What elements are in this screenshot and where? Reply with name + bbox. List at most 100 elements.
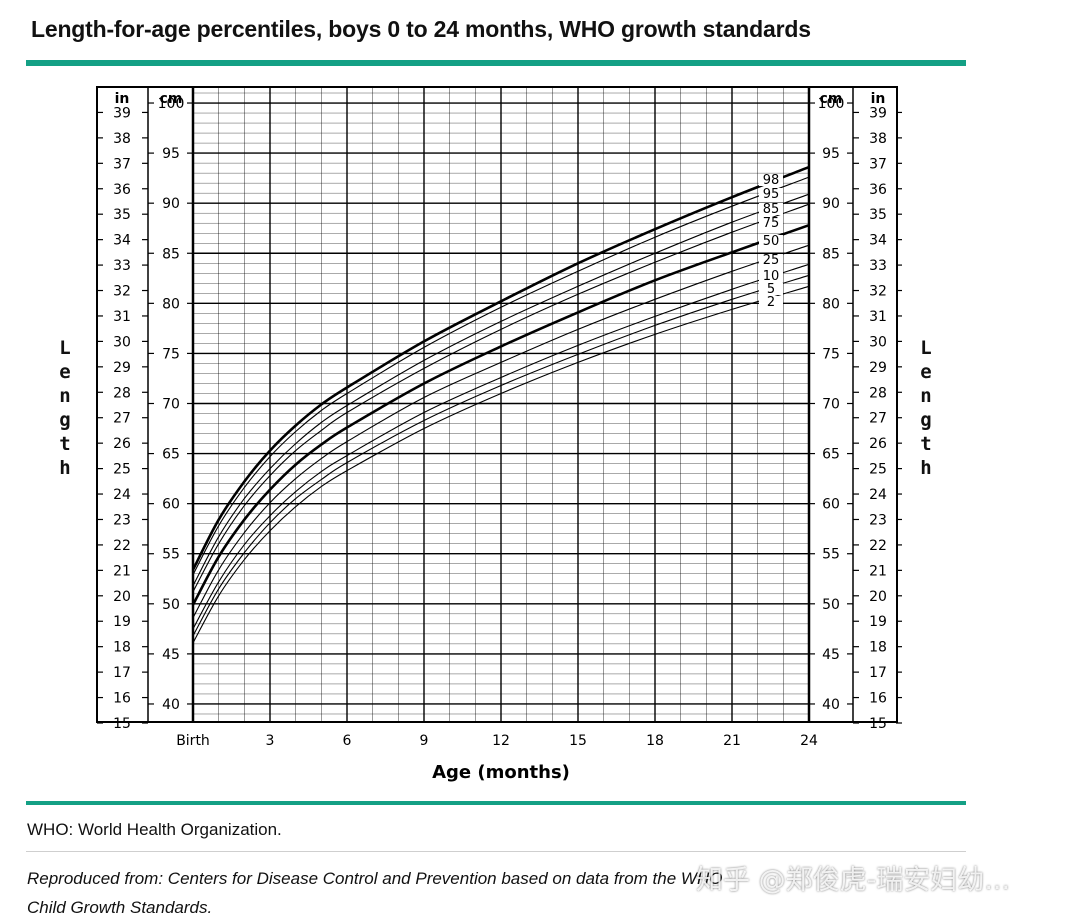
tick-label-in-left: 26 xyxy=(113,436,131,452)
percentile-curve-98 xyxy=(191,165,810,571)
tick-label-in-right: 21 xyxy=(869,563,887,579)
percentile-curve-5 xyxy=(192,274,810,637)
tick-label-cm-left: 75 xyxy=(162,346,180,362)
tick-label-in-right: 39 xyxy=(869,105,887,121)
tick-label-cm-right: 95 xyxy=(822,146,840,162)
y-axis-letter: t xyxy=(59,433,71,455)
tick-label-in-right: 24 xyxy=(869,487,887,503)
tick-label-in-left: 22 xyxy=(113,538,131,554)
x-tick-label: 15 xyxy=(569,733,587,749)
tick-label-in-left: 31 xyxy=(113,309,131,325)
y-axis-letter: t xyxy=(920,433,932,455)
tick-label-in-left: 17 xyxy=(113,665,131,681)
tick-label-in-right: 25 xyxy=(869,462,887,478)
tick-label-cm-left: 45 xyxy=(162,647,180,663)
tick-label-in-right: 15 xyxy=(869,716,887,732)
percentile-label-bg xyxy=(759,270,783,282)
watermark: 知乎 @郑俊虎-瑞安妇幼... xyxy=(696,865,1011,896)
abbreviation-note: WHO: World Health Organization. xyxy=(27,820,282,839)
tick-label-cm-right: 100 xyxy=(818,96,845,112)
x-tick-label: 18 xyxy=(646,733,664,749)
tick-label-in-left: 39 xyxy=(113,105,131,121)
tick-label-cm-left: 55 xyxy=(162,547,180,563)
x-tick-label: 12 xyxy=(492,733,510,749)
percentile-label-10: 10 xyxy=(763,269,780,284)
tick-label-in-right: 17 xyxy=(869,665,887,681)
percentile-label-bg xyxy=(759,254,783,266)
tick-label-in-left: 25 xyxy=(113,462,131,478)
accent-rule-bottom xyxy=(26,801,966,805)
tick-label-in-left: 32 xyxy=(113,284,131,300)
tick-label-in-right: 32 xyxy=(869,284,887,300)
tick-label-in-left: 21 xyxy=(113,563,131,579)
percentile-curve-50 xyxy=(191,223,810,606)
y-axis-letter: L xyxy=(59,337,71,359)
y-axis-letter: L xyxy=(920,337,932,359)
tick-label-cm-right: 65 xyxy=(822,447,840,463)
tick-label-cm-left: 90 xyxy=(162,196,180,212)
y-axis-letter: g xyxy=(920,409,932,431)
y-axis-letter: n xyxy=(59,385,71,407)
tick-label-cm-left: 95 xyxy=(162,146,180,162)
percentile-label-50: 50 xyxy=(763,234,780,249)
x-tick-label: 21 xyxy=(723,733,741,749)
tick-label-cm-left: 50 xyxy=(162,597,180,613)
y-axis-letter: g xyxy=(59,409,71,431)
chart-outer-frame xyxy=(96,86,898,723)
y-axis-letter: e xyxy=(920,361,932,383)
unit-label-cm-right: cm xyxy=(820,91,843,107)
tick-label-in-left: 15 xyxy=(113,716,131,732)
percentile-curve-10 xyxy=(192,263,810,630)
tick-label-in-left: 28 xyxy=(113,385,131,401)
tick-label-cm-left: 65 xyxy=(162,447,180,463)
tick-label-in-right: 20 xyxy=(869,589,887,605)
tick-label-in-left: 33 xyxy=(113,258,131,274)
x-tick-label: Birth xyxy=(176,733,210,749)
tick-label-in-left: 30 xyxy=(113,334,131,350)
x-tick-label: 9 xyxy=(420,733,429,749)
tick-label-cm-left: 60 xyxy=(162,497,180,513)
percentile-label-5: 5 xyxy=(767,282,775,297)
tick-label-cm-left: 85 xyxy=(162,246,180,262)
tick-label-cm-left: 80 xyxy=(162,296,180,312)
y-axis-letter: e xyxy=(59,361,71,383)
tick-label-cm-right: 90 xyxy=(822,196,840,212)
tick-label-cm-left: 70 xyxy=(162,396,180,412)
tick-label-in-right: 29 xyxy=(869,360,887,376)
tick-label-in-right: 19 xyxy=(869,614,887,630)
unit-label-cm-left: cm xyxy=(160,91,183,107)
source-note: Reproduced from: Centers for Disease Con… xyxy=(27,869,723,917)
tick-label-in-right: 23 xyxy=(869,512,887,528)
percentile-curve-75 xyxy=(192,203,810,593)
percentile-label-2: 2 xyxy=(767,295,775,310)
tick-label-in-left: 19 xyxy=(113,614,131,630)
tick-label-in-left: 23 xyxy=(113,512,131,528)
percentile-label-25: 25 xyxy=(763,253,780,268)
x-tick-label: 3 xyxy=(266,733,275,749)
percentile-label-98: 98 xyxy=(763,173,780,188)
tick-label-cm-right: 80 xyxy=(822,296,840,312)
tick-label-in-left: 27 xyxy=(113,411,131,427)
tick-label-in-left: 20 xyxy=(113,589,131,605)
tick-label-in-right: 35 xyxy=(869,207,887,223)
percentile-label-bg xyxy=(759,174,783,186)
tick-label-in-right: 34 xyxy=(869,233,887,249)
tick-label-in-right: 27 xyxy=(869,411,887,427)
tick-label-in-right: 22 xyxy=(869,538,887,554)
tick-label-cm-right: 60 xyxy=(822,497,840,513)
percentile-label-bg xyxy=(759,235,783,247)
tick-label-cm-right: 70 xyxy=(822,396,840,412)
x-axis-title: Age (months) xyxy=(432,762,570,783)
tick-label-in-left: 29 xyxy=(113,360,131,376)
tick-label-in-right: 26 xyxy=(869,436,887,452)
tick-label-in-left: 36 xyxy=(113,182,131,198)
tick-label-cm-left: 100 xyxy=(158,96,185,112)
percentile-label-85: 85 xyxy=(763,202,780,217)
tick-label-in-left: 35 xyxy=(113,207,131,223)
tick-label-in-right: 16 xyxy=(869,691,887,707)
percentile-label-bg xyxy=(759,217,783,229)
tick-label-in-left: 34 xyxy=(113,233,131,249)
